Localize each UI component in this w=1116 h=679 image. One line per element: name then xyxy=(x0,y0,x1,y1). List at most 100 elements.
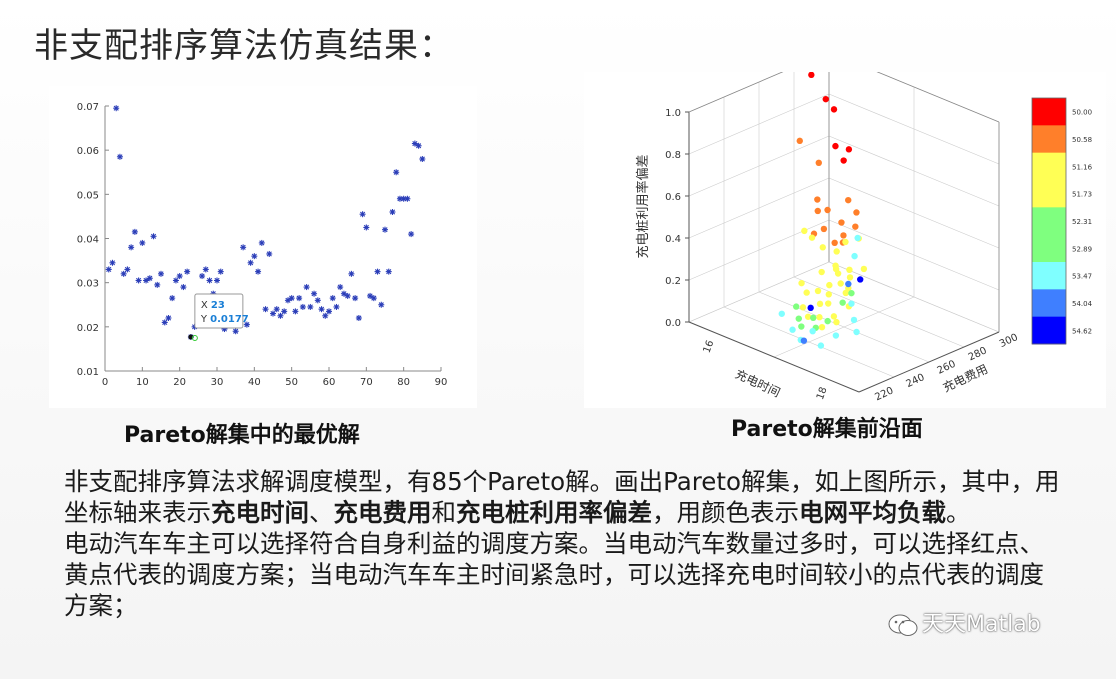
data-point xyxy=(124,266,131,273)
asterisk-stroke xyxy=(311,291,317,297)
asterisk-stroke xyxy=(113,105,119,111)
z-tick-label: 0.6 xyxy=(665,192,681,203)
data-point xyxy=(139,239,146,246)
colorbar-label: 53.47 xyxy=(1072,273,1092,281)
y-tick-label: 0.01 xyxy=(77,367,99,378)
asterisk-stroke xyxy=(117,154,123,160)
highlight-charging-time: 充电时间 xyxy=(211,498,309,527)
data-point xyxy=(419,156,426,162)
asterisk-stroke xyxy=(251,253,257,259)
watermark: 天天Matlab xyxy=(888,606,1041,638)
wechat-icon xyxy=(888,614,918,636)
data-point xyxy=(255,268,262,275)
data-point xyxy=(800,337,808,344)
data-point xyxy=(833,248,840,255)
asterisk-stroke xyxy=(419,156,425,162)
asterisk-stroke xyxy=(326,308,332,314)
data-point xyxy=(206,277,213,284)
asterisk-stroke xyxy=(292,308,298,314)
data-point xyxy=(109,259,116,266)
data-point xyxy=(845,196,852,204)
asterisk-stroke xyxy=(285,297,291,303)
asterisk-stroke xyxy=(109,260,116,266)
asterisk-stroke xyxy=(162,319,168,326)
y-tick-label: 0.02 xyxy=(77,323,99,334)
data-point xyxy=(135,277,142,284)
data-point xyxy=(850,316,858,324)
data-point xyxy=(150,233,157,240)
data-point xyxy=(825,291,832,298)
y-tick-label: 0.05 xyxy=(77,190,99,201)
asterisk-stroke xyxy=(203,266,209,273)
asterisk-stroke xyxy=(136,277,142,284)
data-point xyxy=(318,306,325,313)
data-point xyxy=(817,342,825,349)
data-point xyxy=(273,306,280,313)
data-point xyxy=(214,277,220,284)
data-point xyxy=(801,227,808,235)
asterisk-stroke xyxy=(214,277,220,284)
y-tick-label: 240 xyxy=(905,372,927,390)
data-point xyxy=(857,276,864,283)
asterisk-stroke xyxy=(333,304,340,310)
asterisk-stroke xyxy=(348,271,354,277)
data-point xyxy=(404,195,411,202)
asterisk-stroke xyxy=(128,244,134,250)
colorbar-segment xyxy=(1032,207,1066,236)
asterisk-stroke xyxy=(341,291,347,297)
data-point xyxy=(810,314,817,321)
asterisk-stroke xyxy=(150,233,157,239)
asterisk-stroke xyxy=(356,315,362,321)
data-point xyxy=(798,279,805,287)
z-tick-label: 0.0 xyxy=(665,318,681,329)
data-point xyxy=(832,332,840,339)
x-tick-label: 10 xyxy=(136,377,149,388)
asterisk-stroke xyxy=(132,229,138,235)
asterisk-stroke xyxy=(363,224,369,231)
data-point xyxy=(322,312,329,319)
data-point xyxy=(808,71,815,79)
y-tick-label: 300 xyxy=(998,332,1020,350)
asterisk-stroke xyxy=(147,275,153,281)
asterisk-stroke xyxy=(386,269,392,275)
data-point xyxy=(796,137,803,145)
asterisk-stroke xyxy=(262,306,269,312)
data-point xyxy=(408,231,415,238)
data-point xyxy=(363,224,370,231)
colorbar-label: 54.04 xyxy=(1072,300,1093,308)
x-tick-label: 90 xyxy=(435,377,448,388)
data-point xyxy=(832,142,839,150)
data-point xyxy=(819,244,826,251)
data-point xyxy=(830,106,838,113)
asterisk-stroke xyxy=(397,196,403,202)
x-tick-label: 70 xyxy=(360,377,373,388)
data-point xyxy=(804,313,812,320)
asterisk-stroke xyxy=(345,293,351,299)
data-point xyxy=(314,297,321,304)
asterisk-stroke xyxy=(277,313,284,319)
data-point xyxy=(355,315,362,321)
data-point xyxy=(814,196,821,203)
data-point xyxy=(311,290,318,297)
data-point xyxy=(793,303,800,310)
data-point xyxy=(815,159,822,166)
pareto-optimal-chart-panel: 0 10 20 30 40 50 60 70 80 90 0.01 0.02 0.03 0.04 0.05 0… xyxy=(49,86,477,408)
description-paragraph-2: 电动汽车车主可以选择符合自身利益的调度方案。当电动汽车数量过多时，可以选择红点、… xyxy=(64,529,1044,620)
data-point xyxy=(277,312,284,319)
data-point xyxy=(860,265,868,273)
asterisk-stroke xyxy=(322,313,328,319)
data-point xyxy=(199,273,206,280)
x-tick-label: 20 xyxy=(173,377,186,388)
y-tick-label: 0.03 xyxy=(77,279,99,290)
colorbar-label: 51.16 xyxy=(1072,163,1093,171)
data-point xyxy=(337,284,344,291)
data-point xyxy=(816,314,823,321)
y-tick-label: 0.06 xyxy=(77,146,99,157)
asterisk-stroke xyxy=(121,271,127,277)
x-tick-label: 18 xyxy=(815,386,830,402)
slide-title: 非支配排序算法仿真结果： xyxy=(34,26,454,66)
data-point xyxy=(303,284,310,291)
asterisk-stroke xyxy=(304,284,310,290)
data-point xyxy=(359,211,366,218)
datatip-x: X 23 xyxy=(201,300,225,311)
